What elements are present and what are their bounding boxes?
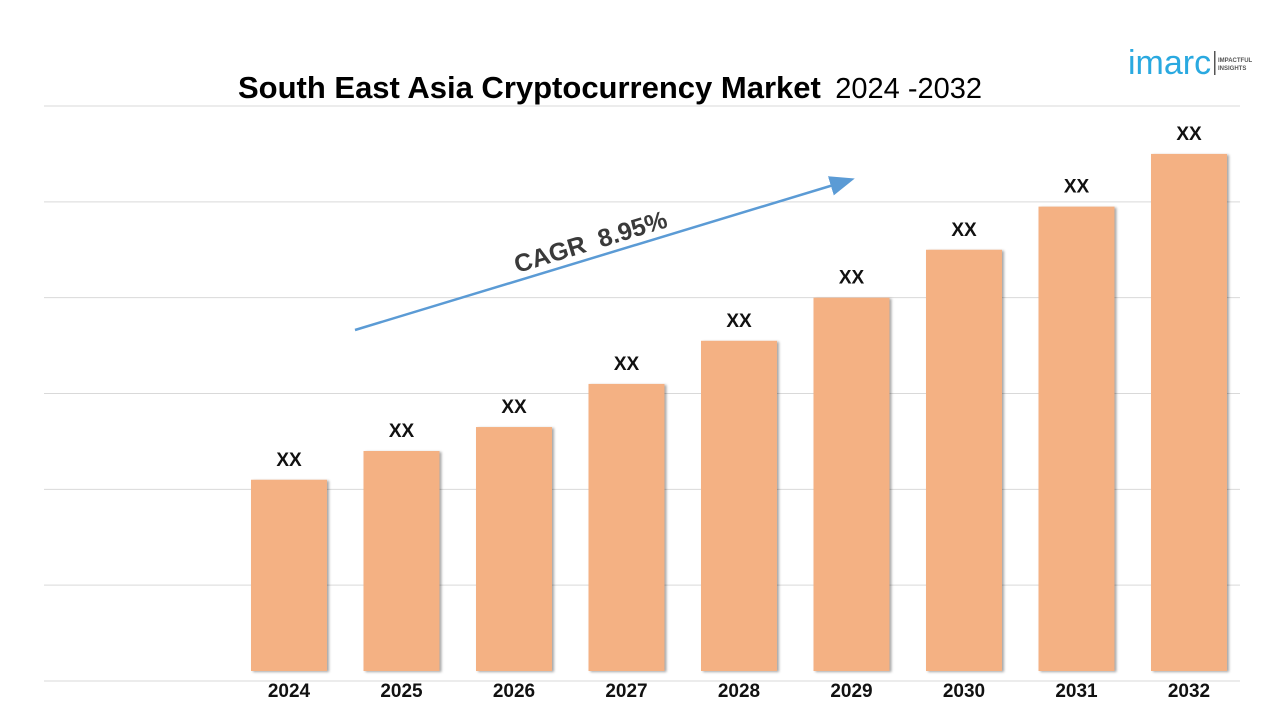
data-label-2030: XX: [951, 220, 977, 241]
bar-2025: [363, 451, 440, 671]
x-tick-2030: 2030: [943, 681, 985, 702]
cagr-arrow: [354, 176, 855, 332]
data-label-2026: XX: [501, 397, 527, 418]
chart-title: South East Asia Cryptocurrency Market 20…: [238, 70, 982, 105]
bar-2028: [701, 340, 777, 671]
data-label-2032: XX: [1176, 124, 1202, 145]
imarc-logo: imarc IMPACTFUL INSIGHTS: [1128, 44, 1253, 82]
logo-tagline-2: INSIGHTS: [1218, 66, 1246, 72]
x-axis-tick-labels: 2024 2025 2026 2027 2028 2029 2030 2031 2032: [268, 681, 1210, 702]
bar-2026: [476, 427, 552, 671]
x-tick-2027: 2027: [605, 681, 647, 702]
bar-2029: [813, 297, 890, 671]
data-label-2025: XX: [389, 421, 415, 442]
bar-2027: [588, 383, 665, 671]
data-label-2028: XX: [726, 311, 752, 332]
bars: [251, 153, 1227, 671]
bar-2024: [251, 479, 327, 671]
cagr-annotation: CAGR 8.95%: [354, 176, 855, 332]
chart-title-years: 2024 -2032: [835, 73, 982, 105]
x-tick-2032: 2032: [1168, 681, 1210, 702]
bar-2030: [926, 249, 1002, 671]
x-tick-2028: 2028: [718, 681, 760, 702]
data-labels: XX XX XX XX XX XX XX XX XX: [276, 124, 1202, 471]
logo-brand: imarc: [1128, 44, 1211, 82]
logo-tagline-1: IMPACTFUL: [1218, 58, 1253, 64]
data-label-2031: XX: [1064, 177, 1090, 198]
bar-2032: [1151, 153, 1227, 671]
chart-title-main: South East Asia Cryptocurrency Market: [238, 70, 821, 105]
x-tick-2025: 2025: [380, 681, 423, 702]
x-tick-2024: 2024: [268, 681, 311, 702]
x-tick-2031: 2031: [1055, 681, 1098, 702]
logo-divider: [1214, 51, 1216, 75]
data-label-2027: XX: [614, 354, 640, 375]
bar-2031: [1038, 206, 1115, 671]
x-tick-2029: 2029: [830, 681, 872, 702]
data-label-2029: XX: [839, 268, 865, 289]
data-label-2024: XX: [276, 450, 302, 471]
x-tick-2026: 2026: [493, 681, 535, 702]
